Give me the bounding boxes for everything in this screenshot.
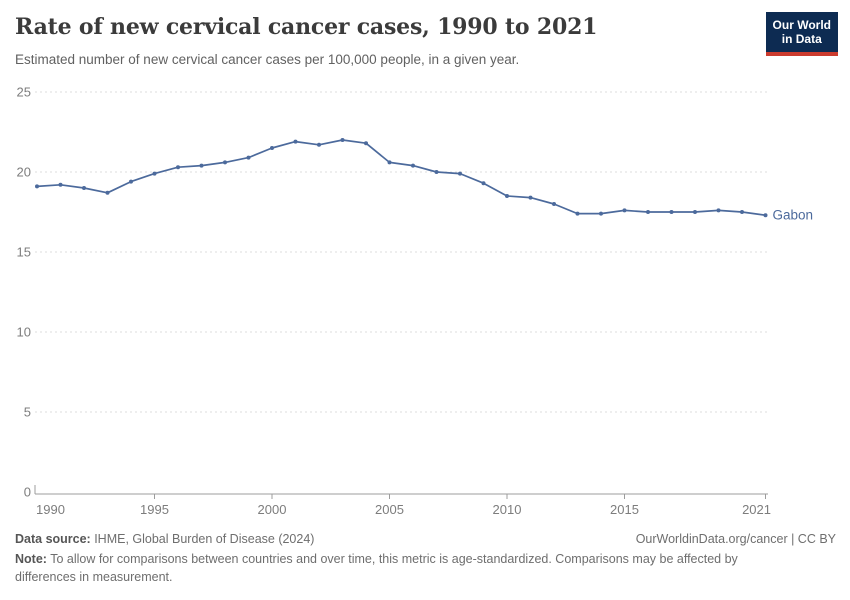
- x-tick-label: 2015: [610, 502, 639, 517]
- data-point[interactable]: [387, 160, 392, 165]
- logo-red-bar: [765, 51, 838, 56]
- x-tick-label: 1990: [36, 502, 65, 517]
- y-tick-label: 25: [17, 85, 31, 100]
- owid-logo[interactable]: Our World in Data: [765, 12, 838, 56]
- data-source: Data source: IHME, Global Burden of Dise…: [15, 530, 314, 548]
- x-tick-label: 2005: [375, 502, 404, 517]
- data-point[interactable]: [176, 165, 180, 170]
- x-tick-label: 2000: [258, 502, 287, 517]
- data-point[interactable]: [528, 195, 533, 200]
- y-tick-label: 10: [17, 325, 31, 340]
- data-point[interactable]: [340, 138, 345, 142]
- data-point[interactable]: [317, 142, 321, 147]
- series-label[interactable]: Gabon: [773, 208, 814, 223]
- data-point[interactable]: [364, 141, 368, 146]
- attribution-link[interactable]: OurWorldinData.org/cancer | CC BY: [635, 532, 836, 546]
- chart-note: Note: To allow for comparisons between c…: [15, 550, 767, 586]
- y-tick-label: 0: [24, 485, 31, 500]
- data-point[interactable]: [622, 208, 627, 213]
- data-point[interactable]: [481, 181, 486, 186]
- data-point[interactable]: [505, 194, 509, 198]
- data-point[interactable]: [105, 190, 110, 195]
- data-point[interactable]: [223, 160, 227, 165]
- data-point[interactable]: [599, 211, 603, 216]
- data-point[interactable]: [270, 146, 274, 150]
- data-point[interactable]: [152, 171, 157, 176]
- note-label: Note:: [15, 552, 47, 567]
- data-point[interactable]: [693, 210, 697, 214]
- y-tick-label: 15: [17, 245, 31, 260]
- chart-subtitle: Estimated number of new cervical cancer …: [15, 52, 520, 67]
- data-point[interactable]: [716, 208, 721, 213]
- data-point[interactable]: [763, 213, 768, 218]
- data-point[interactable]: [82, 186, 86, 190]
- x-tick-label: 2010: [493, 502, 522, 517]
- data-point[interactable]: [293, 139, 298, 144]
- chart-svg: 0 5 10 15 20 25 1990 1995 2000 2005 2010 2015 2021 Ga…: [17, 85, 814, 518]
- y-tick-label: 20: [17, 165, 31, 180]
- data-point[interactable]: [552, 202, 556, 206]
- owid-logo-line2: in Data: [781, 32, 822, 47]
- owid-logo-line1: Our World: [772, 18, 831, 32]
- data-source-value: IHME, Global Burden of Disease (2024): [90, 532, 315, 546]
- data-point[interactable]: [129, 179, 133, 184]
- data-source-label: Data source:: [15, 532, 91, 546]
- page-title: Rate of new cervical cancer cases, 1990 …: [15, 14, 598, 40]
- note-value: To allow for comparisons between countri…: [15, 552, 738, 585]
- data-point[interactable]: [199, 163, 204, 168]
- data-point[interactable]: [246, 155, 251, 160]
- x-tick-label: 1995: [140, 502, 169, 517]
- data-line[interactable]: [36, 139, 766, 217]
- data-point[interactable]: [35, 184, 39, 189]
- data-point[interactable]: [58, 182, 63, 187]
- y-tick-label: 5: [24, 405, 31, 420]
- data-point[interactable]: [575, 211, 580, 216]
- data-point[interactable]: [740, 210, 744, 214]
- data-point[interactable]: [411, 163, 415, 168]
- data-point[interactable]: [669, 210, 674, 214]
- owid-logo-box: Our World in Data: [765, 12, 838, 52]
- data-point[interactable]: [434, 170, 439, 174]
- data-point[interactable]: [458, 171, 462, 176]
- data-point[interactable]: [646, 210, 650, 214]
- chart-footer: Data source: IHME, Global Burden of Dise…: [15, 530, 836, 586]
- x-tick-label: 2021: [742, 502, 771, 517]
